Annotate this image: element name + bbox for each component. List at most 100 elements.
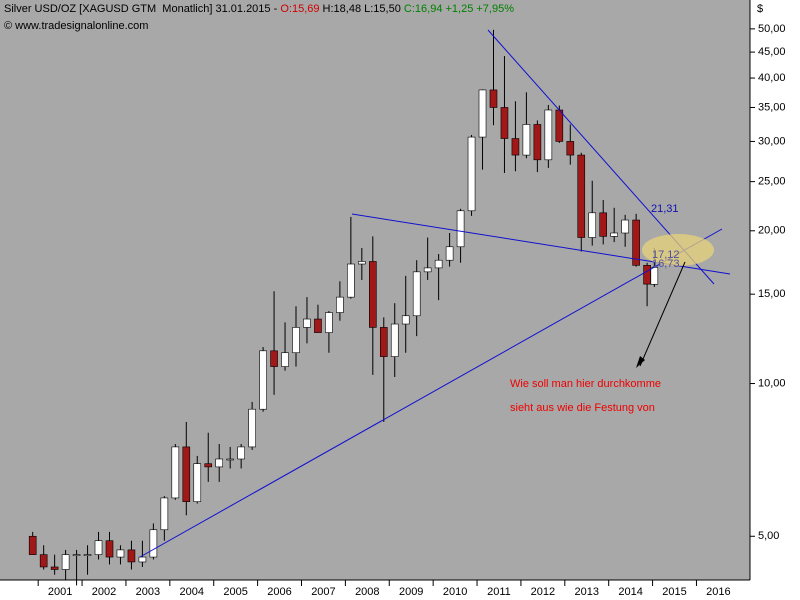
trend-line <box>139 228 723 558</box>
x-tick-label: 2014 <box>618 586 642 598</box>
candle-body <box>226 458 234 461</box>
candle-body <box>467 136 476 212</box>
candle-body <box>39 554 48 568</box>
candle-body <box>171 446 180 499</box>
candle-body <box>369 261 377 328</box>
candle-body <box>61 554 70 570</box>
candle-body <box>127 549 136 563</box>
x-tick-label: 2004 <box>180 586 204 598</box>
x-tick-label: 2001 <box>48 586 72 598</box>
x-tick-label: 2009 <box>399 586 423 598</box>
x-tick-label: 2015 <box>662 586 686 598</box>
candle-body <box>423 267 432 273</box>
candle-body <box>149 529 158 558</box>
candle-body <box>577 154 586 238</box>
y-tick-label: 30,00 <box>758 135 786 147</box>
candle-body <box>281 352 289 367</box>
x-tick-label: 2005 <box>223 586 247 598</box>
candle-body <box>292 327 300 354</box>
comment: sieht aus wie die Festung von <box>510 402 655 414</box>
candle-body <box>116 549 125 558</box>
candle-body <box>610 232 618 237</box>
candle-body <box>28 535 37 555</box>
x-tick-label: 2007 <box>311 586 335 598</box>
candle-body <box>248 408 256 448</box>
candle-body <box>445 246 454 261</box>
y-axis-area <box>750 0 800 600</box>
y-tick-label: 50,00 <box>758 23 786 35</box>
candle-body <box>588 212 597 238</box>
candle-body <box>643 265 651 285</box>
y-tick-label: 20,00 <box>758 225 786 237</box>
y-tick-label: 25,00 <box>758 176 786 188</box>
header-high-low: H:18,48 L:15,50 <box>323 3 401 15</box>
candle-body <box>434 259 443 269</box>
annotation: 17,12 <box>652 249 680 261</box>
candle-body <box>478 89 487 138</box>
candle-body <box>544 109 553 161</box>
x-tick-label: 2006 <box>267 586 291 598</box>
candle-body <box>347 263 355 298</box>
candle-body <box>456 210 465 248</box>
candle-body <box>270 350 278 367</box>
candle-body <box>390 323 399 357</box>
candle-body <box>412 271 421 317</box>
candles <box>28 29 659 586</box>
candle-body <box>204 463 213 468</box>
arrow-head <box>636 356 645 368</box>
candle-body <box>83 554 92 556</box>
header-instrument: Silver USD/OZ [XAGUSD GTM Monatlich] 31.… <box>4 3 271 15</box>
x-tick-label: 2016 <box>706 586 730 598</box>
comment: Wie soll man hier durchkomme <box>510 378 661 390</box>
header-dash: - <box>274 3 278 15</box>
candle-body <box>105 540 114 558</box>
x-tick-label: 2003 <box>136 586 160 598</box>
highlight <box>642 234 714 266</box>
candle-body <box>533 124 542 161</box>
candle-body <box>94 540 103 555</box>
y-tick-label: 10,00 <box>758 377 786 389</box>
candle-body <box>599 212 608 237</box>
y-tick-label: 35,00 <box>758 101 786 113</box>
y-tick-label: 45,00 <box>758 46 786 58</box>
candle-body <box>314 318 322 333</box>
annotation: 21,31 <box>651 203 679 215</box>
candle-body <box>500 107 509 139</box>
y-tick-label: 40,00 <box>758 72 786 84</box>
candle-body <box>259 350 267 410</box>
candle-body <box>511 138 520 156</box>
x-tick-label: 2008 <box>355 586 379 598</box>
candle-body <box>215 458 224 468</box>
x-tick-label: 2010 <box>443 586 467 598</box>
arrow <box>639 261 686 367</box>
candle-body <box>237 446 245 460</box>
y-unit: $ <box>757 3 763 15</box>
header: Silver USD/OZ [XAGUSD GTM Monatlich] 31.… <box>4 3 514 15</box>
candle-body <box>522 124 531 156</box>
source: © www.tradesignalonline.com <box>4 20 148 32</box>
candle-body <box>401 315 410 325</box>
annotation: 16,73 <box>652 258 680 270</box>
candle-body <box>193 463 202 502</box>
candle-body <box>303 318 311 328</box>
x-tick-label: 2012 <box>531 586 555 598</box>
candle-body <box>489 89 498 108</box>
y-tick-label: 15,00 <box>758 288 786 300</box>
x-tick-label: 2013 <box>575 586 599 598</box>
candle-body <box>72 554 81 556</box>
candle-body <box>358 261 366 265</box>
candle-body <box>566 141 575 156</box>
candle-body <box>555 109 564 142</box>
candle-body <box>336 296 344 313</box>
candle-body <box>379 327 388 357</box>
header-close: C:16,94 +1,25 +7,95% <box>404 3 514 15</box>
x-tick-label: 2011 <box>487 586 511 598</box>
candle-body <box>621 219 629 234</box>
candle-body <box>632 219 640 266</box>
header-open: O:15,69 <box>280 3 319 15</box>
candle-body <box>50 566 59 570</box>
candle-body <box>182 446 191 502</box>
x-tick-label: 2002 <box>92 586 116 598</box>
candle-body <box>160 497 169 531</box>
